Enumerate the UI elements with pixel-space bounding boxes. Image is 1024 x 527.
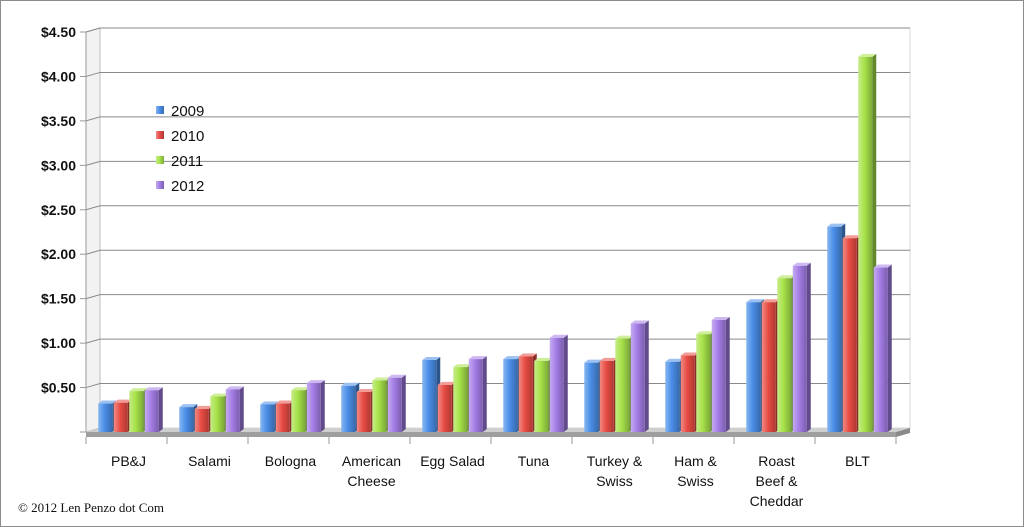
gridline <box>85 249 910 255</box>
y-tick-label: $3.00 <box>41 157 76 173</box>
bar-2012-2 <box>306 380 325 432</box>
bar-2012-3 <box>387 374 406 432</box>
bar-2011-9 <box>858 53 877 433</box>
bar-2012-4 <box>468 356 487 432</box>
gridline <box>85 71 910 77</box>
bar-2009-0 <box>98 400 117 432</box>
legend-swatch <box>156 156 164 164</box>
bar-2010-5 <box>518 353 537 432</box>
legend-swatch <box>156 131 164 139</box>
bars <box>98 53 892 433</box>
legend-swatch <box>156 181 164 189</box>
bar-2010-8 <box>761 299 780 432</box>
bar-2012-8 <box>792 262 811 432</box>
bar-2010-6 <box>599 357 618 432</box>
bar-2012-1 <box>225 386 244 432</box>
bar-2009-5 <box>503 356 522 432</box>
bar-2012-5 <box>549 334 568 432</box>
side-wall <box>85 27 101 433</box>
x-tick-label: Egg Salad <box>420 453 485 469</box>
bar-2010-1 <box>194 405 213 432</box>
legend-label: 2011 <box>171 153 203 170</box>
bar-2012-0 <box>144 387 163 432</box>
bar-2011-2 <box>291 387 310 432</box>
y-tick-label: $1.50 <box>41 291 76 307</box>
bar-2010-0 <box>113 399 132 432</box>
bar-2009-2 <box>260 401 279 432</box>
gridline <box>85 160 910 166</box>
legend-label: 2009 <box>171 103 204 120</box>
gridline <box>85 27 910 33</box>
legend: 2009 2010 2011 2012 <box>156 103 204 195</box>
x-tick-label: PB&J <box>111 453 146 469</box>
x-tick-label: Bologna <box>265 453 317 469</box>
x-tick-label: American Cheese <box>342 453 401 489</box>
x-tick-label: Salami <box>188 453 231 469</box>
y-tick-label: $1.00 <box>41 335 76 351</box>
floor-side <box>896 428 910 437</box>
bar-2009-7 <box>665 358 684 432</box>
bar-2009-3 <box>341 382 360 432</box>
y-tick-label: $4.00 <box>41 68 76 84</box>
bar-2010-7 <box>680 352 699 432</box>
x-tick-label: Roast Beef & Cheddar <box>750 453 804 509</box>
x-axis: PB&J Salami Bologna American Cheese Egg Salad… <box>85 437 897 509</box>
bar-2011-1 <box>210 393 229 432</box>
bar-2011-6 <box>615 335 634 432</box>
bar-2010-4 <box>437 381 456 432</box>
y-tick-label: $4.50 <box>41 24 76 40</box>
bar-2012-6 <box>630 320 649 432</box>
y-axis: $0.50 $1.00 $1.50 $2.00 $2.50 $3.00 $3.50 $4.00… <box>41 24 87 433</box>
copyright-text: © 2012 Len Penzo dot Com <box>18 500 165 515</box>
x-tick-label: Tuna <box>518 453 550 469</box>
y-tick-label: $0.50 <box>41 380 76 396</box>
bar-2011-0 <box>129 388 148 432</box>
bar-2010-3 <box>356 389 375 432</box>
y-tick-label: $3.50 <box>41 113 76 129</box>
floor-front <box>86 432 896 437</box>
bar-2009-9 <box>827 223 846 432</box>
legend-swatch <box>156 106 164 114</box>
bar-2012-9 <box>873 264 892 432</box>
bar-2010-2 <box>275 400 294 432</box>
x-tick-label: BLT <box>845 453 870 469</box>
bar-2009-6 <box>584 359 603 432</box>
bar-2010-9 <box>842 235 861 432</box>
x-tick-label: Ham & Swiss <box>674 453 717 489</box>
bar-2009-8 <box>746 299 765 432</box>
gridline <box>85 294 910 300</box>
bar-2009-1 <box>179 404 198 432</box>
legend-label: 2010 <box>171 128 204 145</box>
bar-2011-4 <box>453 364 472 432</box>
gridline <box>85 116 910 122</box>
y-tick-label: $2.50 <box>41 202 76 218</box>
bar-2011-3 <box>372 377 391 432</box>
y-tick-label: $2.00 <box>41 246 76 262</box>
gridline <box>85 205 910 211</box>
bar-2011-7 <box>696 331 715 432</box>
bar-2011-5 <box>534 357 553 432</box>
x-tick-label: Turkey & Swiss <box>587 453 643 489</box>
bar-2011-8 <box>777 275 796 432</box>
bar-2012-7 <box>711 317 730 432</box>
bar-2009-4 <box>422 357 441 432</box>
legend-label: 2012 <box>171 178 204 195</box>
